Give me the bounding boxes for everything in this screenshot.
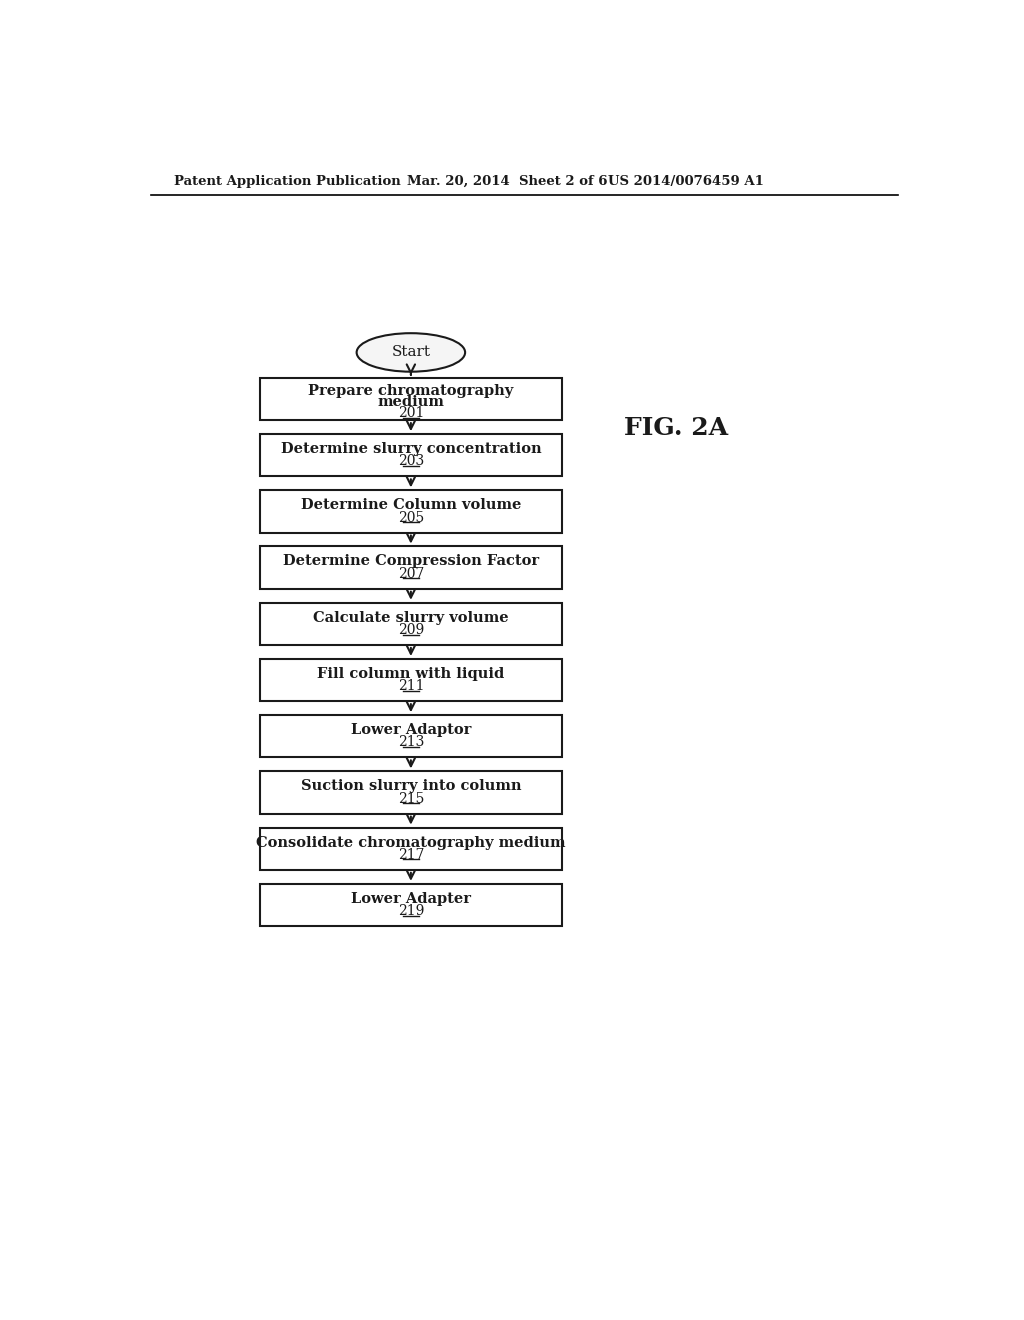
Text: Mar. 20, 2014  Sheet 2 of 6: Mar. 20, 2014 Sheet 2 of 6 xyxy=(407,176,607,187)
Text: Determine slurry concentration: Determine slurry concentration xyxy=(281,442,542,457)
Text: Prepare chromatography: Prepare chromatography xyxy=(308,384,513,399)
Text: 209: 209 xyxy=(397,623,424,638)
FancyBboxPatch shape xyxy=(260,771,562,813)
Text: Suction slurry into column: Suction slurry into column xyxy=(301,779,521,793)
FancyBboxPatch shape xyxy=(260,884,562,927)
Text: medium: medium xyxy=(378,395,444,409)
FancyBboxPatch shape xyxy=(260,378,562,420)
FancyBboxPatch shape xyxy=(260,715,562,758)
Text: 219: 219 xyxy=(397,904,424,919)
Text: Fill column with liquid: Fill column with liquid xyxy=(317,667,505,681)
Text: Calculate slurry volume: Calculate slurry volume xyxy=(313,611,509,624)
Text: Patent Application Publication: Patent Application Publication xyxy=(174,176,401,187)
Text: Consolidate chromatography medium: Consolidate chromatography medium xyxy=(256,836,565,850)
Text: 205: 205 xyxy=(397,511,424,524)
Text: 217: 217 xyxy=(397,847,424,862)
FancyBboxPatch shape xyxy=(260,659,562,701)
Text: Lower Adapter: Lower Adapter xyxy=(351,892,471,906)
Text: Lower Adaptor: Lower Adaptor xyxy=(350,723,471,737)
FancyBboxPatch shape xyxy=(260,434,562,477)
Text: US 2014/0076459 A1: US 2014/0076459 A1 xyxy=(608,176,764,187)
FancyBboxPatch shape xyxy=(260,828,562,870)
Text: 207: 207 xyxy=(397,566,424,581)
FancyBboxPatch shape xyxy=(260,490,562,533)
FancyBboxPatch shape xyxy=(260,603,562,645)
Text: 203: 203 xyxy=(397,454,424,469)
FancyBboxPatch shape xyxy=(260,546,562,589)
Ellipse shape xyxy=(356,333,465,372)
Text: 201: 201 xyxy=(397,405,424,420)
Text: 211: 211 xyxy=(397,680,424,693)
Text: Determine Compression Factor: Determine Compression Factor xyxy=(283,554,539,569)
Text: FIG. 2A: FIG. 2A xyxy=(624,416,728,440)
Text: 215: 215 xyxy=(397,792,424,805)
Text: 213: 213 xyxy=(397,735,424,750)
Text: Determine Column volume: Determine Column volume xyxy=(301,498,521,512)
Text: Start: Start xyxy=(391,346,430,359)
